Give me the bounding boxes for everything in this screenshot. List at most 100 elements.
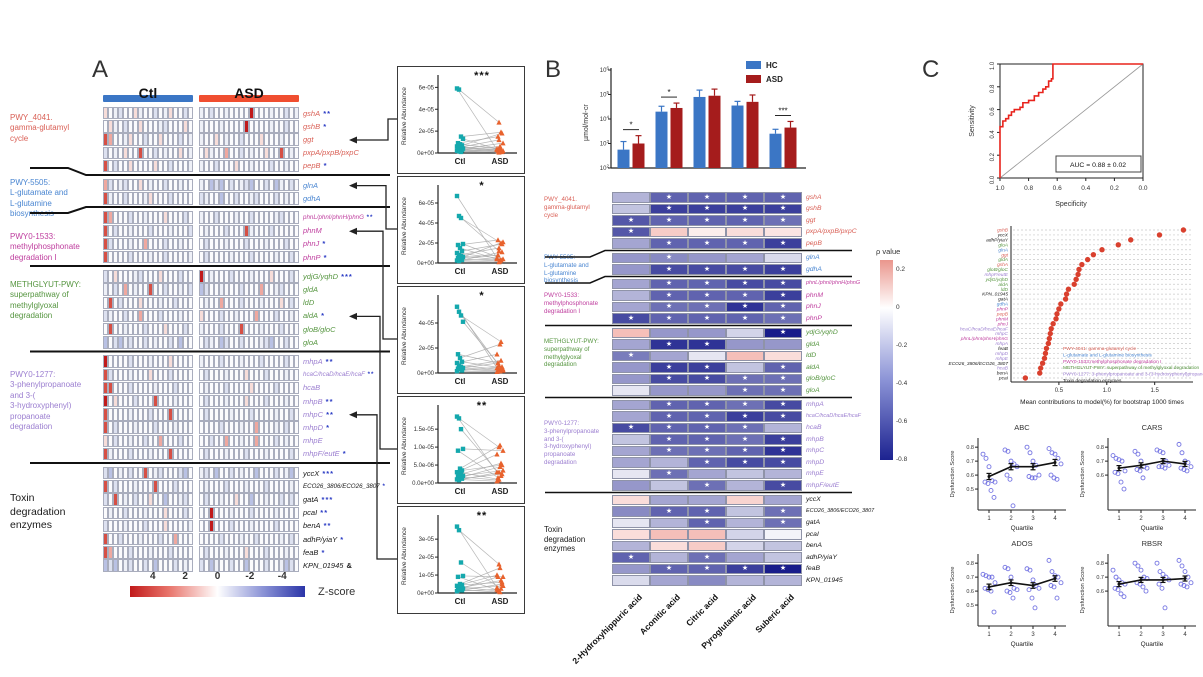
heatmap-cell <box>148 368 153 381</box>
heatmap-cell <box>249 493 254 506</box>
score-point <box>1058 580 1064 586</box>
heatmap-cell <box>173 395 178 408</box>
rho-heatmap-cell <box>650 327 688 338</box>
score-point <box>1049 569 1055 574</box>
rho-heatmap-cell <box>688 226 726 237</box>
heatmap-cell <box>138 421 143 434</box>
heatmap-cell <box>123 408 128 421</box>
rho-heatmap-cell: ★ <box>650 362 688 373</box>
paired-plot-ylabel: Relative Abundance <box>401 417 408 475</box>
heatmap-cell <box>168 120 173 133</box>
heatmap-cell <box>259 355 264 368</box>
rho-cell-star: ★ <box>741 565 749 573</box>
heatmap-cell <box>274 309 279 323</box>
heatmap-cell <box>143 368 148 381</box>
heatmap-cell <box>219 120 224 133</box>
rho-heatmap-cell: ★ <box>688 301 726 312</box>
heatmap-cell <box>188 421 193 434</box>
contrib-dot <box>1039 360 1046 366</box>
roc-ytick: 0.0 <box>990 175 996 184</box>
gene-label: ydjG/yqhD *** <box>303 270 353 283</box>
heatmap-cell <box>163 192 168 205</box>
heatmap-cell <box>123 120 128 133</box>
heatmap-cell <box>284 546 289 559</box>
heatmap-cell <box>153 519 158 533</box>
gene-label-b: gshB <box>806 205 822 212</box>
contrib-gene-label: phnJ <box>997 321 1009 327</box>
paired-plot-ytick: 0.0e+00 <box>412 481 435 487</box>
heatmap-cell <box>153 323 158 336</box>
asd-point <box>500 574 506 580</box>
rho-cell-star: ★ <box>703 193 711 201</box>
heatmap-cell <box>224 559 229 572</box>
gene-label-b: ECO26_3806/ECO26_3807 <box>806 507 875 514</box>
heatmap-cell <box>143 224 148 237</box>
gene-significance: * <box>320 161 328 171</box>
contrib-gene-label: phnP <box>996 307 1009 313</box>
rho-cell-star: ★ <box>665 216 673 224</box>
asd-bar <box>632 143 645 168</box>
rho-cell-star: ★ <box>665 254 673 262</box>
sig-stars: *** <box>778 106 787 115</box>
heatmap-cell <box>279 467 284 480</box>
rho-heatmap-cell <box>688 252 726 263</box>
heatmap-row-asd <box>199 434 299 447</box>
gene-label: yccX *** <box>303 467 334 480</box>
rho-cell-star: ★ <box>741 205 749 213</box>
score-point <box>1159 585 1165 591</box>
heatmap-cell <box>279 283 284 296</box>
mean-point <box>1139 578 1143 582</box>
heatmap-cell <box>244 519 249 533</box>
gene-label: adhP/yiaY * <box>303 533 344 546</box>
rho-cell-star: ★ <box>627 228 635 236</box>
heatmap-cell <box>183 381 188 395</box>
rho-cell-star: ★ <box>741 401 749 409</box>
heatmap-cell <box>284 237 289 251</box>
quartile-xtick: 4 <box>1183 632 1187 638</box>
heatmap-cell <box>118 546 123 559</box>
rho-heatmap-cell: ★ <box>688 399 726 410</box>
heatmap-cell <box>214 559 219 572</box>
gene-label: gshB * <box>303 120 327 133</box>
heatmap-cell <box>173 120 178 133</box>
gene-label-b: mhpA <box>806 401 824 408</box>
heatmap-cell <box>219 336 224 349</box>
heatmap-cell <box>158 355 163 368</box>
heatmap-cell <box>249 506 254 519</box>
ctl-point <box>454 304 460 309</box>
heatmap-cell <box>224 146 229 159</box>
heatmap-cell <box>264 283 269 296</box>
roc-xtick: 1.0 <box>995 185 1004 192</box>
legend-label-asd: ASD <box>766 75 783 84</box>
heatmap-cell <box>229 192 234 205</box>
heatmap-cell <box>173 237 178 251</box>
pathway-label: PWY-5505: L-glutamate and L-glutamine biosy… <box>10 178 102 220</box>
heatmap-cell <box>269 192 274 205</box>
score-point <box>1118 479 1124 485</box>
contrib-dot <box>1050 321 1056 327</box>
heatmap-cell <box>143 120 148 133</box>
rho-cell-star: ★ <box>665 470 673 478</box>
score-point <box>1113 574 1119 580</box>
heatmap-cell <box>108 323 113 336</box>
heatmap-cell <box>204 355 209 368</box>
heatmap-cell <box>269 107 274 120</box>
score-point <box>1184 584 1190 590</box>
heatmap-cell <box>269 146 274 159</box>
rho-cell-star: ★ <box>703 458 711 466</box>
heatmap-cell <box>239 107 244 120</box>
gene-label: phnM <box>303 224 322 237</box>
heatmap-cell <box>294 421 299 434</box>
asd-point <box>494 145 500 151</box>
heatmap-cell <box>244 395 249 408</box>
rho-heatmap-cell <box>612 411 650 422</box>
heatmap-cell <box>199 533 204 546</box>
heatmap-row-ctl <box>103 533 193 546</box>
heatmap-cell <box>259 533 264 546</box>
rho-heatmap-cell <box>726 350 764 361</box>
gene-label: mhpD * <box>303 421 330 434</box>
heatmap-cell <box>289 493 294 506</box>
heatmap-cell <box>128 493 133 506</box>
heatmap-cell <box>269 467 274 480</box>
heatmap-cell <box>234 107 239 120</box>
